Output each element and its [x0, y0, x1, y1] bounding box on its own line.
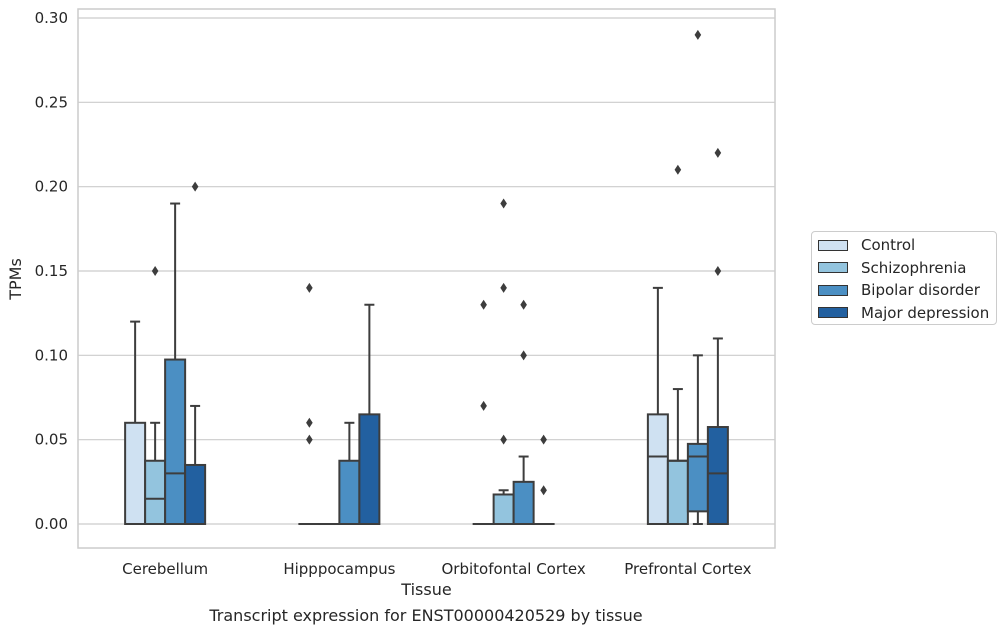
- box-major-depression: [184, 181, 207, 526]
- legend-item: Schizophrenia: [818, 258, 966, 278]
- box-iqr: [666, 459, 689, 525]
- box-iqr: [144, 459, 167, 525]
- box-bipolar-disorder: [164, 202, 187, 525]
- box-control: [646, 286, 669, 525]
- box-iqr: [184, 463, 207, 526]
- box-schizophrenia: [492, 198, 515, 526]
- box-control: [472, 299, 495, 526]
- box-control: [298, 282, 321, 526]
- box-schizophrenia: [666, 164, 689, 525]
- x-tick-label: Orbitofontal Cortex: [442, 560, 586, 578]
- outlier-point: [520, 350, 527, 361]
- outlier-point: [714, 147, 722, 158]
- box-bipolar-disorder: [512, 299, 535, 526]
- y-axis-title: TPMs: [6, 258, 25, 301]
- outlier-point: [500, 282, 507, 293]
- legend-label: Major depression: [861, 303, 990, 322]
- outlier-point: [500, 198, 507, 209]
- outlier-point: [306, 434, 313, 445]
- outlier-point: [714, 266, 722, 276]
- x-tick-label: Hipppocampus: [283, 560, 395, 578]
- box-iqr: [492, 493, 515, 526]
- chart-caption: Transcript expression for ENST0000042052…: [209, 606, 643, 625]
- y-tick-label: 0.00: [35, 515, 68, 533]
- box-iqr: [124, 421, 147, 525]
- x-tick-label: Prefrontal Cortex: [624, 560, 751, 578]
- legend-item: Major depression: [818, 303, 989, 323]
- outlier-point: [191, 181, 199, 192]
- y-tick-label: 0.15: [35, 262, 68, 280]
- box-major-depression: [532, 434, 555, 526]
- box-control: [124, 320, 147, 525]
- box-iqr: [338, 459, 361, 525]
- box-iqr: [646, 413, 669, 525]
- box-bipolar-disorder: [686, 29, 709, 525]
- legend: Control Schizophrenia Bipolar disorder Majo…: [811, 231, 997, 325]
- box-major-depression: [358, 303, 381, 525]
- y-tick-label: 0.05: [35, 431, 68, 449]
- box-iqr: [512, 480, 535, 526]
- legend-swatch: [818, 239, 848, 251]
- outlier-point: [151, 266, 159, 276]
- box-iqr: [706, 426, 729, 525]
- legend-swatch: [818, 307, 848, 318]
- outlier-point: [694, 29, 702, 40]
- outlier-point: [306, 417, 313, 428]
- box-major-depression: [706, 147, 729, 525]
- box-schizophrenia: [144, 266, 167, 525]
- outlier-point: [674, 164, 682, 175]
- plot-frame: [77, 8, 776, 549]
- outlier-point: [540, 485, 547, 496]
- box-iqr: [686, 442, 709, 513]
- legend-item: Bipolar disorder: [818, 280, 980, 300]
- box-iqr: [358, 413, 381, 525]
- legend-item: Control: [818, 235, 915, 255]
- outlier-point: [500, 434, 507, 445]
- y-tick-label: 0.30: [35, 9, 68, 27]
- outlier-point: [480, 299, 487, 310]
- legend-label: Control: [861, 236, 916, 254]
- box-iqr: [164, 358, 187, 525]
- y-tick-label: 0.20: [35, 178, 68, 196]
- box-bipolar-disorder: [338, 421, 361, 525]
- outlier-point: [306, 282, 313, 293]
- y-tick-label: 0.25: [35, 93, 68, 111]
- legend-label: Bipolar disorder: [861, 281, 980, 299]
- legend-swatch: [818, 284, 848, 296]
- outlier-point: [480, 400, 487, 411]
- y-tick-label: 0.10: [35, 346, 68, 364]
- outlier-point: [540, 434, 547, 445]
- x-tick-label: Cerebellum: [122, 560, 208, 578]
- legend-swatch: [818, 262, 848, 273]
- legend-label: Schizophrenia: [861, 258, 967, 277]
- x-axis-title: Tissue: [400, 580, 451, 599]
- outlier-point: [520, 299, 527, 310]
